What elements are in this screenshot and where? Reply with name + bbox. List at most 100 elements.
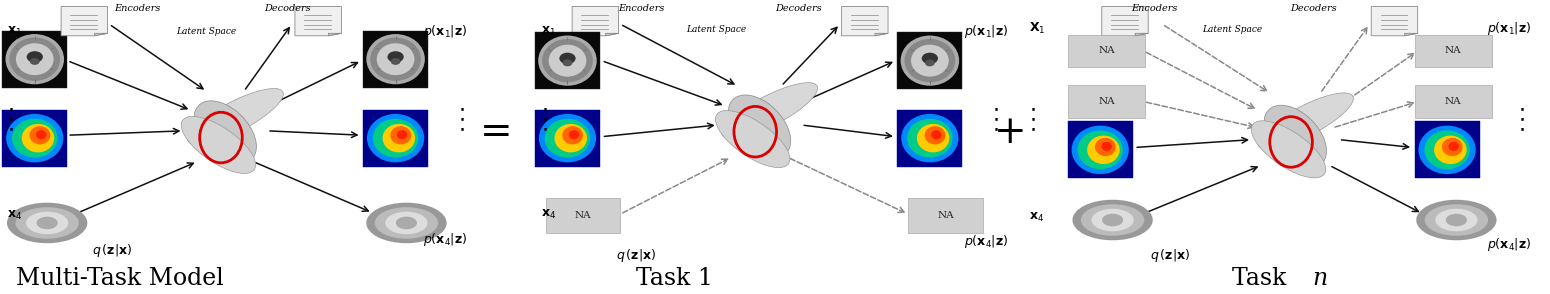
Polygon shape — [1404, 33, 1418, 36]
Ellipse shape — [1073, 200, 1153, 240]
Ellipse shape — [1448, 142, 1459, 151]
Text: $\cdot$: $\cdot$ — [6, 108, 14, 130]
Text: $\cdot$: $\cdot$ — [1519, 108, 1525, 130]
Ellipse shape — [563, 126, 583, 144]
Ellipse shape — [1424, 204, 1488, 236]
Bar — [1415, 121, 1480, 178]
Bar — [1068, 86, 1145, 118]
Ellipse shape — [29, 58, 40, 65]
Bar — [1415, 35, 1493, 67]
Text: $\mathbf{x}_4$: $\mathbf{x}_4$ — [1029, 211, 1045, 224]
Text: Task 1: Task 1 — [636, 267, 713, 290]
Polygon shape — [95, 33, 107, 36]
Ellipse shape — [925, 59, 935, 66]
Ellipse shape — [26, 51, 43, 63]
Ellipse shape — [905, 39, 955, 82]
Text: $\cdot$: $\cdot$ — [541, 108, 547, 130]
Ellipse shape — [395, 217, 417, 229]
Ellipse shape — [377, 43, 414, 75]
Ellipse shape — [370, 38, 422, 81]
Bar — [1068, 35, 1145, 67]
Ellipse shape — [1442, 138, 1463, 156]
Text: $\mathbf{x}_4$: $\mathbf{x}_4$ — [6, 209, 22, 222]
Ellipse shape — [37, 217, 57, 229]
Text: n: n — [1313, 267, 1328, 290]
Text: NA: NA — [575, 211, 591, 220]
Ellipse shape — [918, 124, 949, 152]
Text: $\cdot$: $\cdot$ — [457, 98, 463, 120]
Text: $p(\mathbf{x}_4|\mathbf{z})$: $p(\mathbf{x}_4|\mathbf{z})$ — [423, 230, 468, 248]
Ellipse shape — [1418, 126, 1476, 174]
Bar — [363, 110, 428, 167]
Ellipse shape — [6, 114, 64, 162]
Ellipse shape — [1094, 138, 1116, 156]
Ellipse shape — [911, 45, 949, 77]
Text: NA: NA — [1097, 97, 1114, 106]
Ellipse shape — [16, 43, 54, 75]
Ellipse shape — [36, 130, 46, 139]
Text: Latent Space: Latent Space — [177, 27, 237, 36]
Ellipse shape — [932, 130, 941, 139]
Text: Latent Space: Latent Space — [687, 26, 746, 34]
Ellipse shape — [181, 116, 256, 173]
Ellipse shape — [386, 212, 428, 234]
Ellipse shape — [9, 38, 60, 81]
Text: $\cdot$: $\cdot$ — [1029, 98, 1035, 120]
Ellipse shape — [544, 119, 591, 158]
Text: $\cdot$: $\cdot$ — [457, 118, 463, 140]
Ellipse shape — [901, 36, 959, 86]
Bar — [1068, 121, 1133, 178]
Bar — [535, 32, 600, 89]
Text: Multi-Task Model: Multi-Task Model — [16, 267, 223, 290]
Ellipse shape — [391, 58, 400, 65]
Ellipse shape — [1435, 209, 1477, 231]
Text: $\mathbf{X}_1$: $\mathbf{X}_1$ — [1029, 21, 1045, 36]
Text: $\cdot$: $\cdot$ — [541, 118, 547, 140]
Ellipse shape — [907, 119, 953, 158]
Polygon shape — [1135, 33, 1149, 36]
Ellipse shape — [1080, 204, 1144, 236]
Text: $p(\mathbf{x}_4|\mathbf{z})$: $p(\mathbf{x}_4|\mathbf{z})$ — [1488, 236, 1531, 253]
Text: $p(\mathbf{x}_4|\mathbf{z})$: $p(\mathbf{x}_4|\mathbf{z})$ — [964, 233, 1008, 250]
Text: $q\,(\mathbf{z}|\mathbf{x})$: $q\,(\mathbf{z}|\mathbf{x})$ — [1150, 247, 1190, 264]
Bar — [363, 31, 428, 88]
Bar — [2, 110, 67, 167]
Text: $\cdot$: $\cdot$ — [992, 108, 998, 130]
Text: Encoders: Encoders — [113, 4, 160, 13]
Ellipse shape — [542, 39, 592, 82]
Ellipse shape — [374, 119, 419, 158]
Ellipse shape — [12, 119, 57, 158]
Text: $\mathbf{x}_4$: $\mathbf{x}_4$ — [541, 208, 556, 221]
Text: NA: NA — [938, 211, 953, 220]
Ellipse shape — [901, 114, 958, 162]
Text: Encoders: Encoders — [618, 4, 665, 13]
Ellipse shape — [194, 101, 256, 164]
Text: $p(\mathbf{x}_1|\mathbf{z})$: $p(\mathbf{x}_1|\mathbf{z})$ — [964, 23, 1008, 40]
Text: $\mathbf{x}_1$: $\mathbf{x}_1$ — [541, 25, 556, 38]
Ellipse shape — [29, 126, 50, 144]
Ellipse shape — [188, 88, 284, 144]
Polygon shape — [329, 33, 341, 36]
Ellipse shape — [549, 45, 586, 77]
Ellipse shape — [539, 114, 597, 162]
Ellipse shape — [22, 124, 54, 152]
Ellipse shape — [922, 53, 938, 64]
Text: Decoders: Decoders — [264, 4, 310, 13]
Bar — [546, 198, 620, 233]
Text: $p(\mathbf{x}_1|\mathbf{z})$: $p(\mathbf{x}_1|\mathbf{z})$ — [1488, 20, 1531, 37]
Ellipse shape — [1446, 214, 1466, 226]
Ellipse shape — [26, 212, 68, 234]
Ellipse shape — [716, 111, 790, 168]
Text: Latent Space: Latent Space — [1201, 26, 1262, 34]
Bar — [897, 110, 963, 167]
Ellipse shape — [366, 34, 425, 84]
Ellipse shape — [1417, 200, 1497, 240]
Ellipse shape — [569, 130, 580, 139]
Text: $\cdot$: $\cdot$ — [992, 118, 998, 140]
Ellipse shape — [728, 95, 790, 158]
Text: $\cdot$: $\cdot$ — [1519, 118, 1525, 140]
Polygon shape — [606, 33, 618, 36]
Text: $\cdot$: $\cdot$ — [457, 108, 463, 130]
Ellipse shape — [383, 124, 415, 152]
Polygon shape — [60, 6, 107, 36]
